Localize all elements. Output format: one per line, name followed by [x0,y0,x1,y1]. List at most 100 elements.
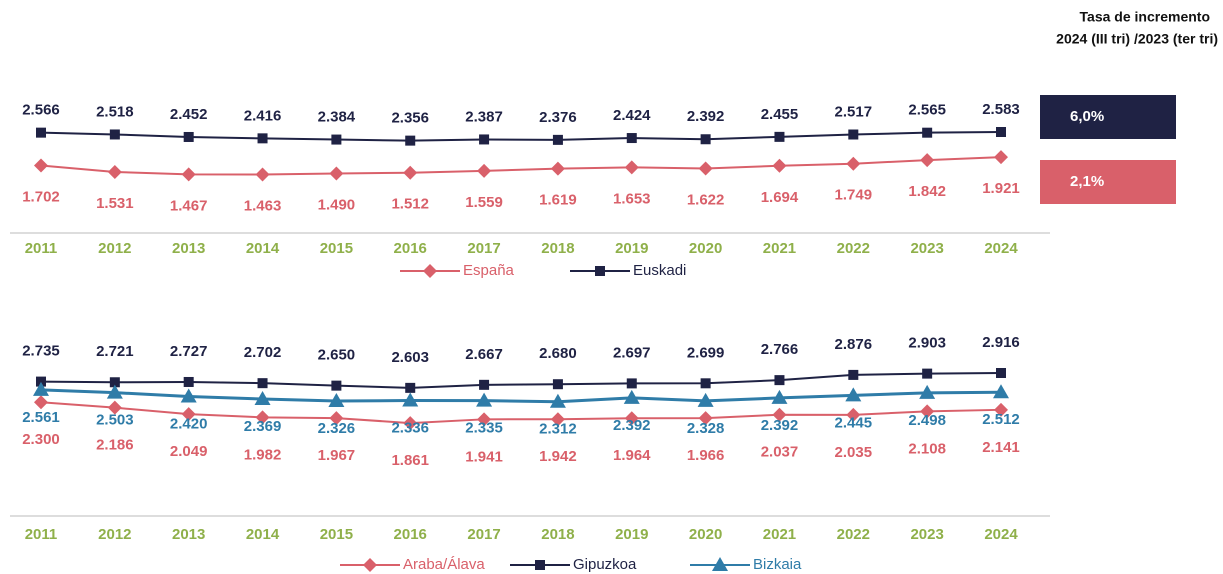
data-label: 1.653 [613,190,651,207]
x-tick-label: 2024 [984,240,1018,257]
data-label: 2.356 [391,110,429,127]
series-line [40,156,1002,176]
legend-label: Gipuzkoa [573,556,637,573]
data-label: 2.141 [982,439,1020,456]
marker [109,377,120,388]
data-label: 1.964 [613,447,651,464]
data-label: 2.326 [318,420,356,437]
marker [255,410,270,425]
data-label: 1.467 [170,197,208,214]
marker [771,389,788,404]
legend-marker [363,558,377,572]
marker [107,400,122,415]
legend-marker [535,560,545,570]
x-tick-label: 2013 [172,240,205,257]
marker [922,127,933,138]
series-line [40,388,1002,404]
marker [107,164,122,179]
data-label: 2.300 [22,431,60,448]
series-line [40,131,1002,142]
marker [183,376,194,387]
marker [550,412,565,427]
legend-marker [712,557,728,571]
data-label: 2.667 [465,346,503,363]
x-tick-label: 2018 [541,240,574,257]
marker [552,134,563,145]
rate-box [1040,160,1176,204]
marker [846,407,861,422]
marker [34,395,48,410]
legend-label: Bizkaia [753,556,802,573]
legend-marker [423,264,437,278]
data-label: 2.392 [613,417,651,434]
x-tick-label: 2020 [689,526,722,543]
rate-label: 6,0% [1070,108,1104,125]
data-label: 2.517 [835,103,873,120]
data-label: 2.416 [244,107,282,124]
marker [109,129,120,140]
marker [700,134,711,145]
data-label: 1.490 [318,197,356,214]
data-label: 2.186 [96,437,134,454]
data-label: 2.452 [170,106,208,123]
marker [920,153,935,168]
data-label: 2.702 [244,344,282,361]
x-tick-label: 2014 [246,240,280,257]
marker [405,382,416,393]
marker [183,131,194,142]
marker [331,134,342,145]
marker [698,411,713,426]
x-tick-label: 2020 [689,240,722,257]
marker [626,378,637,389]
data-label: 2.312 [539,421,577,438]
marker [993,384,1009,399]
marker [403,165,418,180]
marker [846,156,861,171]
marker [181,407,196,422]
marker [772,407,787,422]
legend-label: Euskadi [633,262,686,279]
series-line [40,401,1002,425]
data-label: 2.049 [170,443,208,460]
data-label: 2.037 [761,444,799,461]
legend-label: Araba/Álava [403,556,485,573]
marker [181,167,196,182]
marker [477,412,492,427]
data-label: 1.861 [391,452,429,469]
marker [331,380,342,391]
marker [106,384,123,399]
marker [476,392,493,407]
marker [550,161,565,176]
data-label: 2.766 [761,341,799,358]
marker [624,160,639,175]
data-label: 1.463 [244,198,282,215]
marker [329,411,344,426]
x-tick-label: 2023 [910,240,943,257]
data-label: 2.498 [908,412,946,429]
data-label: 2.697 [613,344,651,361]
data-label: 2.455 [761,106,799,123]
data-label: 1.921 [982,180,1020,197]
data-label: 2.650 [318,347,356,364]
marker [402,392,419,407]
marker [36,376,46,387]
marker [848,369,859,380]
marker [698,161,713,176]
data-label: 2.566 [22,102,60,119]
data-label: 2.336 [391,420,429,437]
x-tick-label: 2018 [541,526,574,543]
data-label: 2.561 [22,409,60,426]
legend-label: España [463,262,515,279]
data-label: 1.749 [835,187,873,204]
legend-marker [595,266,605,276]
data-label: 2.876 [835,336,873,353]
data-label: 1.982 [244,446,282,463]
marker [479,134,490,145]
x-tick-label: 2022 [837,526,870,543]
marker [34,158,48,173]
data-label: 2.518 [96,103,134,120]
marker [33,381,49,396]
data-label: 2.420 [170,416,208,433]
marker [255,167,270,182]
